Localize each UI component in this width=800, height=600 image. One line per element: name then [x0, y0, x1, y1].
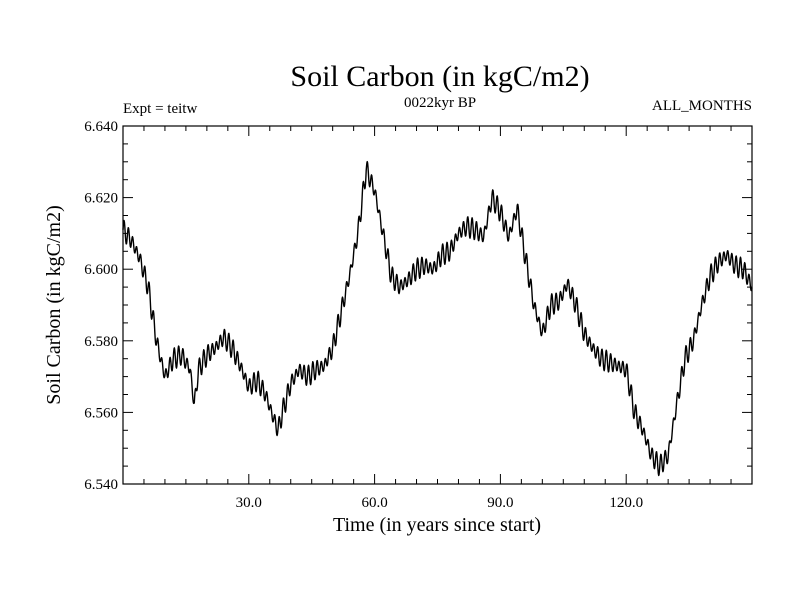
- y-tick-label: 6.600: [84, 262, 118, 278]
- x-tick-label: 30.0: [236, 495, 262, 511]
- y-tick-label: 6.540: [84, 477, 118, 493]
- axis-ticks: [123, 126, 752, 484]
- y-tick-label: 6.620: [84, 191, 118, 207]
- months-label: ALL_MONTHS: [652, 98, 752, 114]
- tick-labels: 30.0 60.0 90.0 120.0 6.540 6.560 6.580 6.600 6.6…: [84, 119, 643, 511]
- plot-frame: [122, 125, 753, 485]
- series-line: [122, 160, 753, 477]
- y-tick-label: 6.560: [84, 405, 118, 421]
- chart-subtitle: 0022kyr BP: [404, 95, 476, 111]
- x-tick-label: 90.0: [487, 495, 513, 511]
- y-tick-label: 6.580: [84, 334, 118, 350]
- experiment-label: Expt = teitw: [123, 101, 197, 117]
- x-tick-label: 60.0: [361, 495, 387, 511]
- y-axis-label: Soil Carbon (in kgC/m2): [43, 205, 65, 404]
- x-tick-label: 120.0: [609, 495, 643, 511]
- y-tick-label: 6.640: [84, 119, 118, 135]
- chart-title: Soil Carbon (in kgC/m2): [290, 60, 589, 93]
- x-axis-label: Time (in years since start): [333, 514, 541, 536]
